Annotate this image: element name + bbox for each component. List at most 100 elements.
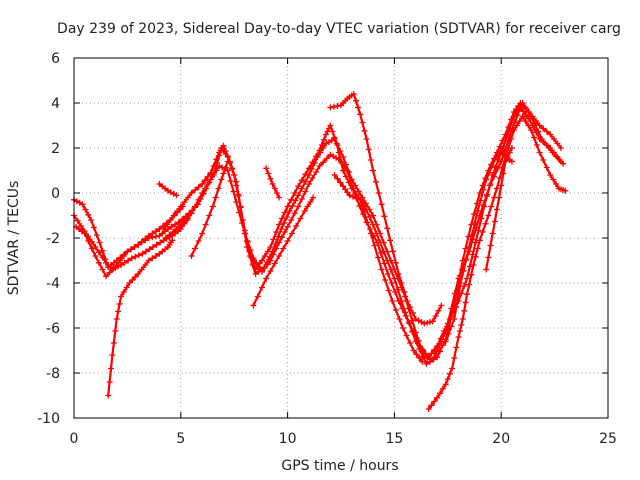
data-point-marker xyxy=(281,209,288,216)
data-point-marker xyxy=(428,402,435,409)
data-point-marker xyxy=(311,160,318,166)
data-point-marker xyxy=(276,194,283,201)
data-point-marker xyxy=(297,215,304,222)
data-point-marker xyxy=(360,208,367,214)
data-point-marker xyxy=(487,242,494,249)
series-track-10 xyxy=(263,165,283,201)
data-point-marker xyxy=(404,298,411,304)
data-point-marker xyxy=(92,244,99,250)
data-point-marker xyxy=(194,201,201,208)
data-point-marker xyxy=(560,160,567,167)
data-point-marker xyxy=(298,196,305,202)
data-point-marker xyxy=(431,398,438,405)
data-point-marker xyxy=(340,183,347,190)
data-point-marker xyxy=(437,390,443,397)
data-point-marker xyxy=(273,229,280,235)
data-point-marker xyxy=(331,172,338,178)
data-point-marker xyxy=(483,176,490,183)
series-track-8 xyxy=(188,158,231,259)
data-point-marker xyxy=(330,103,337,110)
data-point-marker xyxy=(128,255,135,262)
data-point-marker xyxy=(170,229,176,235)
series-line xyxy=(72,106,563,359)
data-point-marker xyxy=(85,211,92,218)
data-point-marker xyxy=(275,233,282,240)
data-point-marker xyxy=(239,217,246,223)
data-point-marker xyxy=(186,210,193,217)
data-point-marker xyxy=(375,190,382,196)
data-point-marker xyxy=(197,196,204,202)
data-point-marker xyxy=(357,196,364,203)
data-point-marker xyxy=(90,224,97,231)
data-point-marker xyxy=(371,242,378,249)
data-point-marker xyxy=(366,214,373,220)
data-point-marker xyxy=(525,122,532,129)
data-point-marker xyxy=(276,253,283,259)
data-point-marker xyxy=(166,232,173,238)
data-point-marker xyxy=(366,206,373,213)
data-point-marker xyxy=(434,354,441,361)
y-tick-label: -6 xyxy=(46,321,60,337)
data-point-marker xyxy=(174,209,181,216)
data-point-marker xyxy=(263,275,270,282)
data-point-marker xyxy=(451,290,458,297)
data-point-marker xyxy=(222,164,229,171)
data-point-marker xyxy=(500,143,507,150)
data-point-marker xyxy=(377,250,384,256)
data-point-marker xyxy=(425,406,432,412)
data-point-marker xyxy=(276,221,283,228)
data-point-marker xyxy=(367,157,374,163)
data-point-marker xyxy=(399,325,406,331)
data-point-marker xyxy=(462,245,469,252)
data-point-marker xyxy=(435,307,442,314)
data-point-marker xyxy=(164,221,171,228)
data-point-marker xyxy=(281,229,288,235)
data-point-marker xyxy=(389,298,396,304)
data-point-marker xyxy=(522,104,529,111)
data-point-marker xyxy=(203,185,210,192)
data-point-marker xyxy=(301,208,308,214)
data-point-marker xyxy=(135,252,142,259)
data-point-marker xyxy=(550,176,557,183)
x-tick-label: 20 xyxy=(492,431,510,447)
data-point-marker xyxy=(79,201,86,208)
data-point-marker xyxy=(135,271,142,277)
data-point-marker xyxy=(184,217,191,223)
y-tick-label: 2 xyxy=(51,141,60,157)
data-point-marker xyxy=(378,266,385,273)
data-point-marker xyxy=(418,346,425,352)
data-point-marker xyxy=(131,244,138,250)
series-track-5 xyxy=(160,203,186,232)
data-point-marker xyxy=(352,182,359,189)
data-point-marker xyxy=(442,338,449,345)
data-point-marker xyxy=(135,241,142,248)
data-point-marker xyxy=(378,201,385,208)
data-point-marker xyxy=(152,253,159,259)
data-point-marker xyxy=(506,125,513,132)
data-point-marker xyxy=(355,104,362,111)
data-point-marker xyxy=(202,177,208,184)
data-point-marker xyxy=(432,350,439,357)
data-point-marker xyxy=(448,323,455,330)
data-point-marker xyxy=(472,253,479,260)
data-point-marker xyxy=(538,136,545,142)
data-point-marker xyxy=(125,257,132,264)
x-tick-label: 10 xyxy=(279,431,297,447)
data-point-marker xyxy=(109,352,116,358)
data-point-marker xyxy=(105,392,112,399)
data-point-marker xyxy=(250,302,257,309)
data-point-marker xyxy=(309,175,316,181)
data-point-marker xyxy=(269,181,276,187)
data-point-marker xyxy=(372,178,379,185)
data-point-marker xyxy=(302,188,309,195)
data-point-marker xyxy=(298,185,305,192)
data-point-marker xyxy=(142,248,149,255)
data-point-marker xyxy=(188,253,195,259)
data-point-marker xyxy=(272,241,279,247)
data-point-marker xyxy=(152,233,159,240)
data-point-marker xyxy=(254,293,261,300)
data-point-marker xyxy=(266,253,273,260)
data-point-marker xyxy=(120,289,127,295)
data-point-marker xyxy=(162,235,169,241)
data-point-marker xyxy=(337,179,344,186)
